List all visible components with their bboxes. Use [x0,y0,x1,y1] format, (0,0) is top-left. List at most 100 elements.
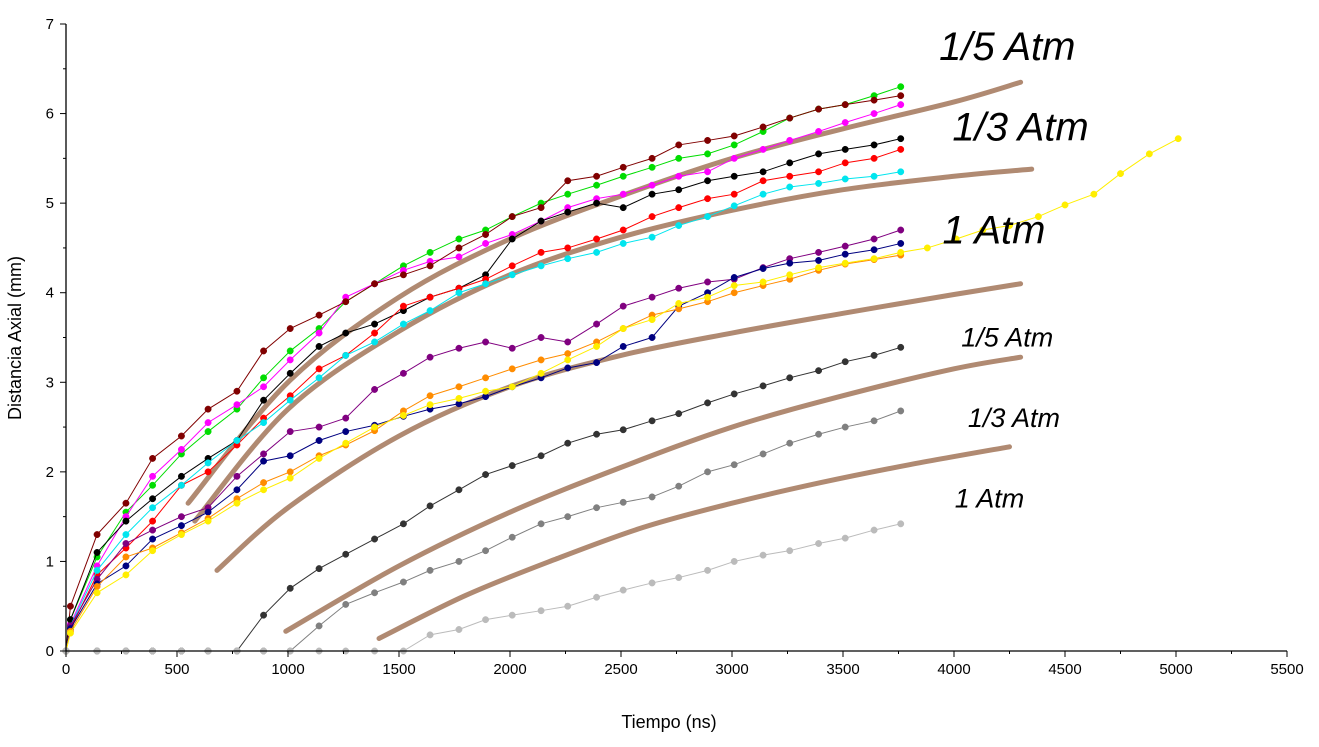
data-point [260,611,268,619]
data-point [870,526,878,534]
data-point [482,547,490,555]
data-point [177,513,185,521]
data-point [564,356,572,364]
data-point [426,502,434,510]
data-point [564,513,572,521]
data-point [730,557,738,565]
data-point [508,365,516,373]
data-point [508,533,516,541]
data-point [93,566,101,574]
data-point [399,271,407,279]
data-point [537,217,545,225]
data-point [399,411,407,419]
y-tick-label: 5 [46,195,54,212]
data-point [482,338,490,346]
axes: 0 500 1000 1500 2000 2500 3000 3500 4000 4500 5000… [46,16,1304,678]
series-5 [62,145,905,655]
data-point [675,172,683,180]
data-point [286,396,294,404]
data-point [204,405,212,413]
data-point [759,145,767,153]
data-point [149,547,157,555]
data-point [286,356,294,364]
data-point [648,417,656,425]
data-point [675,141,683,149]
data-point [593,181,601,189]
data-point [704,150,712,158]
x-tick-label: 1000 [271,661,304,678]
data-point [482,616,490,624]
x-tick-label: 4000 [937,661,970,678]
data-point [426,293,434,301]
data-point [564,338,572,346]
data-point [149,504,157,512]
data-point [286,369,294,377]
data-point [786,136,794,144]
data-point [593,359,601,367]
data-point [759,450,767,458]
data-point [149,535,157,543]
data-point [204,517,212,525]
data-point [315,423,323,431]
data-point [675,284,683,292]
data-point [371,280,379,288]
data-point [204,468,212,476]
data-point [897,520,905,528]
data-point [315,311,323,319]
data-point [93,583,101,590]
data-point [648,493,656,501]
data-point [426,353,434,361]
data-point [704,566,712,574]
data-point [704,195,712,203]
data-point [482,280,490,288]
data-series [62,83,1182,655]
data-point [759,278,767,286]
data-point [315,622,323,630]
data-point [66,602,74,610]
series-6 [62,168,905,655]
series-line [65,104,901,652]
data-point [730,132,738,140]
x-tick-label: 0 [62,661,70,678]
data-point [619,343,627,350]
data-point [342,428,350,435]
data-point [593,430,601,438]
data-point [426,566,434,574]
data-point [704,468,712,476]
data-point [648,213,656,221]
x-tick-label: 5000 [1159,661,1192,678]
series-line [65,86,901,652]
data-point [426,401,434,409]
data-point [508,213,516,221]
y-tick-label: 0 [46,643,54,660]
data-point [482,374,490,382]
data-point [648,154,656,162]
data-point [1174,135,1182,143]
x-axis-title: Tiempo (ns) [621,712,716,732]
series-1 [62,83,905,655]
data-point [593,504,601,512]
data-point [286,428,294,435]
data-point [342,600,350,608]
data-point [149,481,157,489]
data-point [815,540,823,547]
annotation-6: 1 Atm [955,484,1025,514]
data-point [564,439,572,447]
data-point [564,190,572,198]
data-point [455,235,463,243]
data-point [675,222,683,229]
data-point [815,150,823,158]
data-point [564,350,572,358]
data-point [841,423,849,431]
data-point [399,578,407,586]
data-point [841,119,849,126]
x-tick-label: 3000 [715,661,748,678]
data-point [371,423,379,431]
data-point [342,329,350,337]
data-point [704,168,712,176]
data-point [1145,150,1153,158]
x-tick-label: 3500 [826,661,859,678]
x-tick-label: 5500 [1270,661,1303,678]
data-point [508,271,516,279]
data-point [593,199,601,207]
